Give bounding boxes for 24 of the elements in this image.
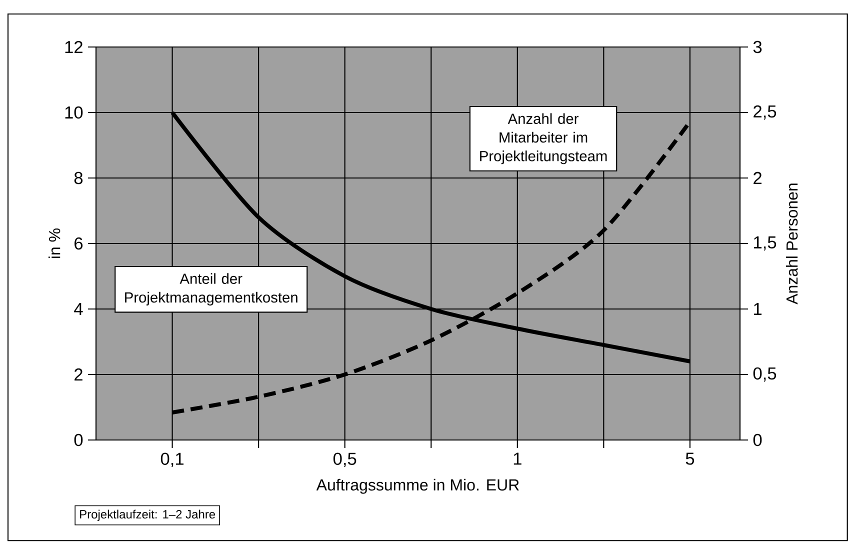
- y-tick-label: 4: [74, 303, 83, 315]
- x-tick-label: 5: [686, 452, 694, 465]
- x-axis-title: Auftragssumme in Mio. EUR: [316, 478, 519, 494]
- y2-tick-label: 2: [754, 172, 762, 184]
- y-tick-label: 10: [65, 106, 83, 119]
- x-tick-label: 0,5: [333, 452, 356, 468]
- y-tick-label: 8: [74, 172, 83, 184]
- y-axis-title: in %: [48, 228, 60, 258]
- y2-tick-label: 1: [754, 303, 762, 315]
- x-tick-label: 0,1: [160, 452, 184, 468]
- y2-tick-label: 1,5: [754, 236, 776, 251]
- y2-tick-label: 0: [753, 434, 762, 446]
- x-tick-label: 1: [514, 452, 522, 465]
- series-label: Anteil der Projektmanagementkosten: [125, 273, 298, 306]
- y2-tick-label: 2,5: [754, 105, 776, 120]
- text: Anzahl der Mitarbeiter im Projektleitungsteam: [480, 113, 607, 164]
- y2-tick-label: 3: [753, 40, 762, 54]
- y2-tick-label: 0,5: [753, 367, 776, 382]
- text: Projektlaufzeit: 1–2 Jahre: [80, 510, 216, 521]
- y-tick-label: 6: [74, 237, 83, 250]
- y2-axis-title: Anzahl Personen: [786, 184, 798, 304]
- y-tick-label: 0: [74, 434, 83, 446]
- y-tick-label: 2: [74, 368, 82, 381]
- y-tick-label: 12: [65, 40, 82, 54]
